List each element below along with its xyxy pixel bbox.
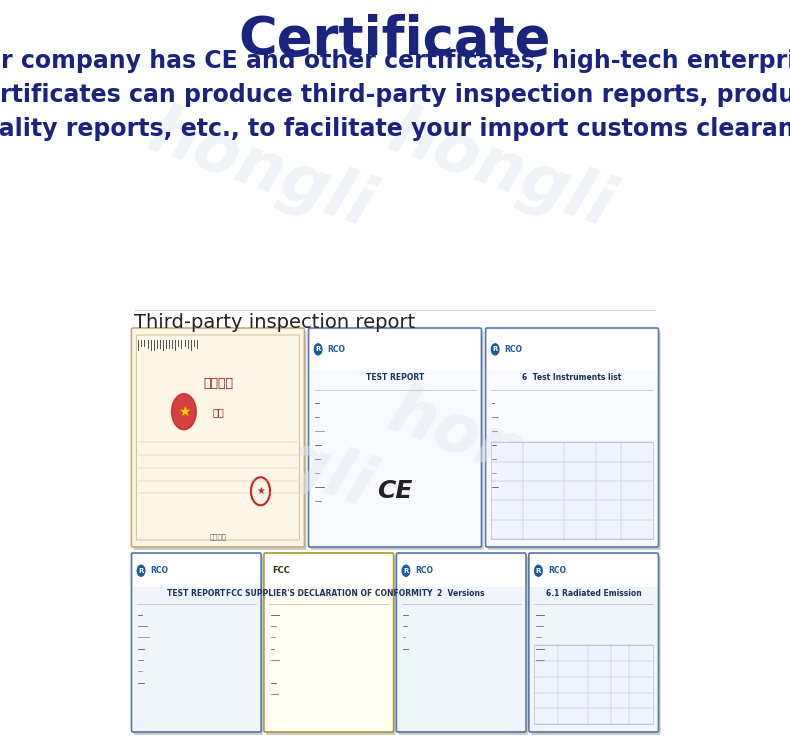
Text: 6  Test Instruments list: 6 Test Instruments list: [522, 373, 622, 382]
Text: hongli: hongli: [380, 99, 623, 242]
FancyBboxPatch shape: [131, 553, 261, 732]
Text: Our company has CE and other certificates, high-tech enterprise
certificates can: Our company has CE and other certificate…: [0, 49, 790, 142]
FancyBboxPatch shape: [397, 553, 526, 732]
Text: R: R: [138, 568, 144, 574]
Bar: [530, 555, 657, 586]
Text: R: R: [403, 568, 408, 574]
Circle shape: [491, 344, 499, 355]
Text: R: R: [536, 568, 541, 574]
Text: Third-party inspection report: Third-party inspection report: [134, 313, 416, 332]
Bar: [397, 555, 525, 586]
Text: 2  Versions: 2 Versions: [438, 589, 485, 598]
FancyBboxPatch shape: [309, 328, 481, 547]
Text: ★: ★: [256, 486, 265, 496]
Text: Certificate: Certificate: [239, 14, 551, 66]
FancyBboxPatch shape: [136, 335, 299, 540]
Circle shape: [137, 566, 145, 576]
Text: TEST REPORT: TEST REPORT: [366, 373, 424, 382]
FancyBboxPatch shape: [134, 556, 263, 735]
Circle shape: [171, 394, 196, 430]
Bar: [491, 442, 653, 539]
Text: 副本: 副本: [212, 406, 224, 417]
FancyBboxPatch shape: [131, 328, 304, 547]
Text: FCC SUPPLIER'S DECLARATION OF CONFORMITY: FCC SUPPLIER'S DECLARATION OF CONFORMITY: [225, 589, 432, 598]
Text: RCO: RCO: [416, 566, 434, 575]
Bar: [265, 555, 393, 586]
Bar: [487, 330, 657, 369]
FancyBboxPatch shape: [398, 556, 529, 735]
Circle shape: [402, 566, 410, 576]
Bar: [534, 645, 653, 724]
Text: RCO: RCO: [548, 566, 566, 575]
FancyBboxPatch shape: [487, 331, 660, 550]
Text: R: R: [492, 346, 498, 352]
FancyBboxPatch shape: [134, 331, 307, 550]
FancyBboxPatch shape: [486, 328, 659, 547]
Text: FCC: FCC: [272, 566, 290, 575]
Bar: [133, 555, 260, 586]
Text: TEST REPORT: TEST REPORT: [167, 589, 225, 598]
Circle shape: [314, 344, 322, 355]
Bar: [310, 330, 480, 369]
Text: R: R: [315, 346, 321, 352]
FancyBboxPatch shape: [264, 553, 393, 732]
Text: RCO: RCO: [328, 345, 346, 354]
Circle shape: [535, 566, 542, 576]
Text: 营业执照: 营业执照: [203, 377, 233, 390]
FancyBboxPatch shape: [529, 553, 659, 732]
FancyBboxPatch shape: [531, 556, 660, 735]
FancyBboxPatch shape: [266, 556, 396, 735]
Text: RCO: RCO: [505, 345, 523, 354]
Text: hongli: hongli: [140, 379, 383, 521]
Text: 6.1 Radiated Emission: 6.1 Radiated Emission: [546, 589, 641, 598]
Text: RCO: RCO: [151, 566, 168, 575]
Text: 登记机关: 登记机关: [209, 534, 227, 540]
Text: hongli: hongli: [380, 379, 623, 521]
Text: ★: ★: [178, 405, 190, 418]
Text: CE: CE: [378, 479, 412, 503]
FancyBboxPatch shape: [310, 331, 483, 550]
Text: hongli: hongli: [140, 99, 383, 242]
